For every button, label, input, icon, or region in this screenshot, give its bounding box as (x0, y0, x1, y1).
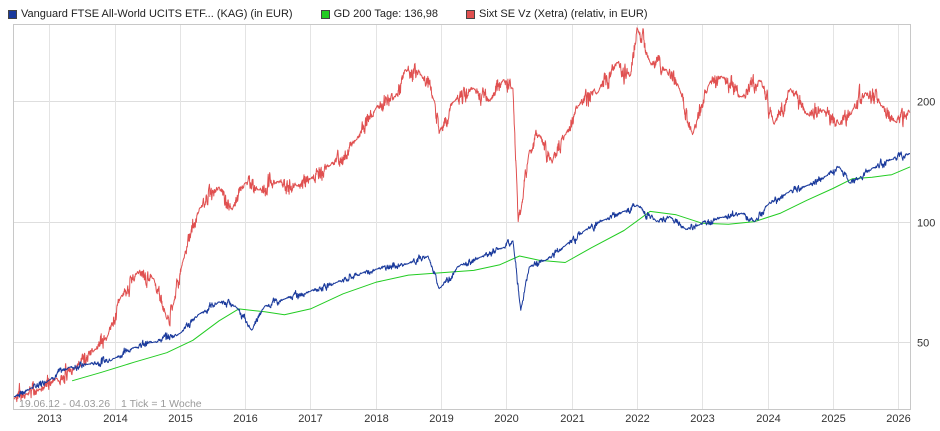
legend-label-etf: Vanguard FTSE All-World UCITS ETF... (KA… (21, 8, 293, 20)
x-tick-label-2017: 2017 (298, 413, 322, 425)
x-tick-label-2021: 2021 (560, 413, 584, 425)
y-tick-label-200: 200 (917, 97, 935, 109)
legend-swatch-sixt (466, 9, 475, 19)
legend-item-etf: Vanguard FTSE All-World UCITS ETF... (KA… (8, 8, 293, 20)
x-tick-label-2016: 2016 (233, 413, 257, 425)
legend-label-sixt: Sixt SE Vz (Xetra) (relativ, in EUR) (479, 8, 648, 20)
y-axis-labels: 50 100 200 (917, 97, 935, 350)
x-tick-label-2023: 2023 (690, 413, 714, 425)
x-tick-label-2014: 2014 (103, 413, 127, 425)
x-tick-label-2022: 2022 (625, 413, 649, 425)
y-tick-label-100: 100 (917, 218, 935, 230)
legend: Vanguard FTSE All-World UCITS ETF... (KA… (8, 6, 676, 22)
plot-frame (13, 24, 911, 410)
legend-label-gd200: GD 200 Tage: 136,98 (333, 8, 438, 20)
x-tick-label-2024: 2024 (756, 413, 780, 425)
x-tick-label-2018: 2018 (364, 413, 388, 425)
series-layer (13, 27, 911, 403)
series-line-gd200 (71, 166, 911, 382)
legend-item-sixt: Sixt SE Vz (Xetra) (relativ, in EUR) (466, 8, 648, 20)
legend-item-gd200: GD 200 Tage: 136,98 (320, 8, 438, 20)
x-tick-label-2019: 2019 (429, 413, 453, 425)
series-line-sixt (13, 27, 911, 403)
x-tick-label-2020: 2020 (494, 413, 518, 425)
x-tick-label-2013: 2013 (37, 413, 61, 425)
series-line-etf (13, 151, 911, 398)
x-tick-label-2015: 2015 (168, 413, 192, 425)
x-tick-label-2026: 2026 (886, 413, 910, 425)
x-axis-labels: 2013 2014 2015 2016 2017 2018 2019 2020 2021 2022… (37, 413, 910, 425)
x-gridlines (49, 25, 899, 409)
x-tick-label-2025: 2025 (821, 413, 845, 425)
legend-swatch-etf (8, 9, 17, 19)
legend-swatch-gd200 (320, 9, 330, 19)
range-label: 19.06.12 - 04.03.26 (19, 398, 110, 410)
tick-interval-label: 1 Tick = 1 Woche (121, 398, 202, 410)
y-gridlines (14, 101, 910, 343)
y-tick-label-50: 50 (917, 338, 929, 350)
